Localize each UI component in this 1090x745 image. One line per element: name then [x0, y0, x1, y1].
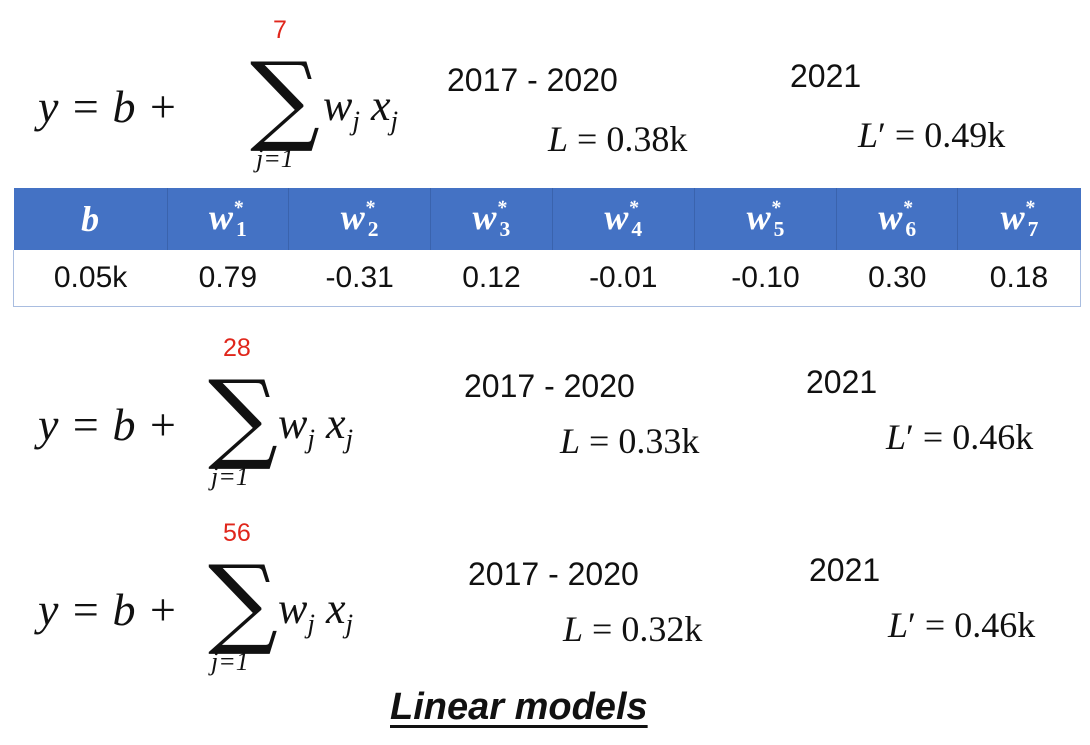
train-years: 2017 - 2020	[464, 368, 635, 404]
summation-symbol: ∑	[208, 360, 278, 474]
test-year: 2021	[809, 552, 881, 588]
value-b: 0.05k	[13, 250, 168, 307]
train-loss: L = 0.38k	[548, 119, 688, 159]
test-loss: L′ = 0.46k	[886, 417, 1034, 457]
header-w5: w*5	[694, 188, 838, 250]
train-loss: L = 0.32k	[563, 609, 703, 649]
summation-symbol: ∑	[208, 545, 278, 659]
sum-upper-limit: 7	[273, 16, 287, 44]
table-header-row: b w*1 w*2 w*3 w*4 w*5 w*6 w*7	[13, 188, 1081, 250]
formula-term: wj xj	[278, 584, 354, 639]
header-b: b	[13, 188, 168, 250]
header-w6: w*6	[836, 188, 959, 250]
header-w2: w*2	[288, 188, 432, 250]
formula-2: y = b + 28 ∑ j=1 wj xj	[38, 330, 438, 491]
sum-upper-limit: 56	[223, 519, 251, 547]
value-w7: 0.18	[957, 250, 1081, 307]
test-year: 2021	[790, 58, 862, 94]
formula-term: wj xj	[278, 399, 354, 454]
header-w7: w*7	[957, 188, 1081, 250]
formula-lhs: y = b +	[38, 399, 178, 450]
formula-lhs: y = b +	[38, 81, 178, 132]
weights-table: b w*1 w*2 w*3 w*4 w*5 w*6 w*7 0.05k 0.79…	[13, 188, 1081, 307]
table-row: 0.05k 0.79 -0.31 0.12 -0.01 -0.10 0.30 0…	[13, 250, 1081, 307]
formula-3: y = b + 56 ∑ j=1 wj xj	[38, 515, 438, 676]
train-years: 2017 - 2020	[468, 556, 639, 592]
train-loss: L = 0.33k	[560, 421, 700, 461]
summation-symbol: ∑	[250, 42, 320, 156]
header-w4: w*4	[552, 188, 695, 250]
test-year: 2021	[806, 364, 878, 400]
slide-caption: Linear models	[390, 686, 648, 728]
header-w3: w*3	[430, 188, 553, 250]
value-w1: 0.79	[167, 250, 289, 307]
train-years: 2017 - 2020	[447, 62, 618, 98]
formula-1: y = b + 7 ∑ j=1 wj xj	[38, 12, 438, 173]
test-loss: L′ = 0.49k	[858, 115, 1006, 155]
value-w6: 0.30	[836, 250, 958, 307]
value-w2: -0.31	[288, 250, 431, 307]
value-w5: -0.10	[694, 250, 837, 307]
sum-upper-limit: 28	[223, 334, 251, 362]
sum-lower-limit: j=1	[211, 647, 249, 676]
sum-lower-limit: j=1	[256, 144, 294, 173]
test-loss: L′ = 0.46k	[888, 605, 1036, 645]
value-w4: -0.01	[552, 250, 695, 307]
formula-term: wj xj	[323, 81, 399, 136]
sum-lower-limit: j=1	[211, 462, 249, 491]
formula-lhs: y = b +	[38, 584, 178, 635]
header-w1: w*1	[167, 188, 290, 250]
value-w3: 0.12	[430, 250, 553, 307]
